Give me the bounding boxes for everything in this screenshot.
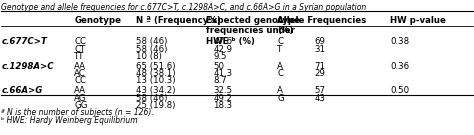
Text: 71: 71	[315, 62, 326, 71]
Text: Allele Frequencies
(%): Allele Frequencies (%)	[277, 16, 366, 36]
Text: C: C	[277, 69, 283, 78]
Text: 57: 57	[315, 86, 326, 95]
Text: AA: AA	[74, 86, 86, 95]
Text: ª N is the number of subjects (n = 126).: ª N is the number of subjects (n = 126).	[1, 107, 154, 117]
Text: CC: CC	[74, 77, 86, 85]
Text: CC: CC	[74, 37, 86, 46]
Text: 0.38: 0.38	[390, 37, 409, 46]
Text: Genotype and allele frequencies for c.677C>T, c.1298A>C, and c.66A>G in a Syrian: Genotype and allele frequencies for c.67…	[1, 3, 366, 12]
Text: Genotype: Genotype	[74, 16, 121, 25]
Text: 58 (46): 58 (46)	[136, 45, 167, 54]
Text: 0.36: 0.36	[390, 62, 409, 71]
Text: 32.5: 32.5	[213, 86, 233, 95]
Text: C: C	[277, 37, 283, 46]
Text: G: G	[277, 94, 284, 103]
Text: 18.3: 18.3	[213, 101, 233, 110]
Text: 41.3: 41.3	[213, 69, 233, 78]
Text: TT: TT	[74, 52, 85, 61]
Text: 58 (46): 58 (46)	[136, 37, 167, 46]
Text: AC: AC	[74, 69, 86, 78]
Text: 69: 69	[315, 37, 326, 46]
Text: 65 (51.6): 65 (51.6)	[136, 62, 175, 71]
Text: 29: 29	[315, 69, 326, 78]
Text: CT: CT	[74, 45, 86, 54]
Text: Expected genotype
frequencies under
HWE ᵇ (%): Expected genotype frequencies under HWE …	[206, 16, 301, 46]
Text: c.1298A>C: c.1298A>C	[1, 62, 54, 71]
Text: AA: AA	[74, 62, 86, 71]
Text: 31: 31	[315, 45, 326, 54]
Text: c.66A>G: c.66A>G	[1, 86, 43, 95]
Text: T: T	[277, 45, 283, 54]
Text: 0.50: 0.50	[390, 86, 409, 95]
Text: HW p-value: HW p-value	[390, 16, 446, 25]
Text: 48 (38.1): 48 (38.1)	[136, 69, 175, 78]
Text: 25 (19.8): 25 (19.8)	[136, 101, 175, 110]
Text: 58 (46): 58 (46)	[136, 94, 167, 103]
Text: c.677C>T: c.677C>T	[1, 37, 47, 46]
Text: 10 (8): 10 (8)	[136, 52, 162, 61]
Text: A: A	[277, 86, 283, 95]
Text: ᵇ HWE: Hardy Weinberg Equilibrium: ᵇ HWE: Hardy Weinberg Equilibrium	[1, 116, 138, 125]
Text: 50: 50	[213, 62, 224, 71]
Text: N ª (Frequency%): N ª (Frequency%)	[136, 16, 220, 25]
Text: AG: AG	[74, 94, 87, 103]
Text: GG: GG	[74, 101, 88, 110]
Text: 13 (10.3): 13 (10.3)	[136, 77, 175, 85]
Text: 43 (34.2): 43 (34.2)	[136, 86, 175, 95]
Text: 9.5: 9.5	[213, 52, 227, 61]
Text: 42.9: 42.9	[213, 45, 232, 54]
Text: 49.2: 49.2	[213, 94, 232, 103]
Text: 47.6: 47.6	[213, 37, 233, 46]
Text: 43: 43	[315, 94, 326, 103]
Text: 8.7: 8.7	[213, 77, 227, 85]
Text: A: A	[277, 62, 283, 71]
